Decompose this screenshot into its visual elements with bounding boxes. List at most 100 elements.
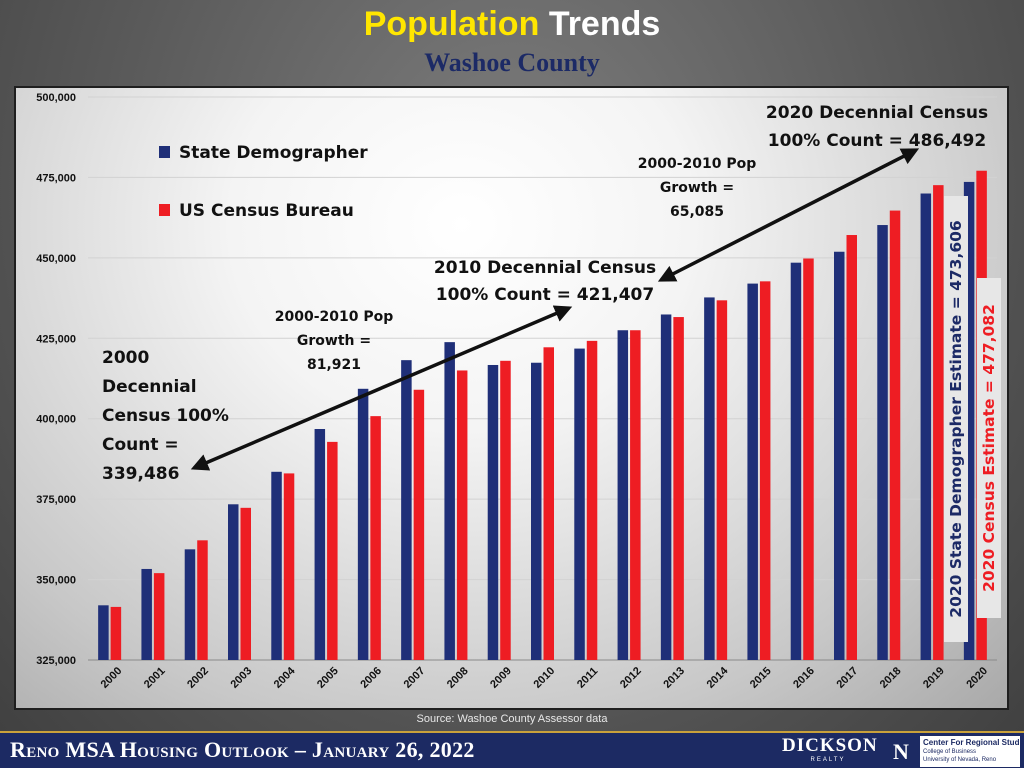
bar-state-demographer-2013 <box>660 314 672 660</box>
x-tick-label: 2011 <box>575 665 600 690</box>
x-tick-label: 2010 <box>531 665 557 691</box>
x-tick-label: 2003 <box>228 665 254 691</box>
annotation-census-2000: 339,486 <box>102 464 179 484</box>
bar-state-demographer-2003 <box>228 504 239 660</box>
population-bar-chart: 325,000 350,000 375,000 400,000 425,000 450,0… <box>36 92 1001 691</box>
x-tick-label: 2000 <box>99 665 125 691</box>
bar-us-census-2003 <box>240 507 251 660</box>
bar-us-census-2012 <box>630 330 641 660</box>
annotation-census-2000: Decennial <box>102 377 197 397</box>
x-tick-label: 2005 <box>315 665 341 691</box>
x-tick-label: 2001 <box>142 665 168 691</box>
x-tick-label: 2006 <box>358 665 384 691</box>
annotation-growth-2: 65,085 <box>670 204 724 220</box>
annotation-growth-1: 81,921 <box>307 357 361 373</box>
crs-logo-line2: College of Business <box>923 749 977 755</box>
bar-us-census-2013 <box>673 317 684 660</box>
bar-state-demographer-2016 <box>790 262 802 660</box>
footer-title: Reno MSA Housing Outlook – January 26, 2… <box>10 737 475 762</box>
bar-state-demographer-2018 <box>877 225 888 660</box>
bar-us-census-2006 <box>370 416 381 660</box>
chart-panel: 325,000 350,000 375,000 400,000 425,000 450,0… <box>14 86 1009 710</box>
y-tick-label: 375,000 <box>36 494 76 506</box>
unr-logo-icon: N <box>893 739 909 764</box>
y-tick-label: 450,000 <box>36 253 76 265</box>
bar-state-demographer-2007 <box>401 360 412 660</box>
bar-us-census-2005 <box>327 441 338 660</box>
annotation-growth-2: 2000-2010 Pop <box>638 156 757 172</box>
legend-label: State Demographer <box>179 143 368 163</box>
bar-state-demographer-2011 <box>574 348 585 660</box>
bar-state-demographer-2020 <box>963 181 975 660</box>
annotation-census-2010: 100% Count = 421,407 <box>436 285 654 305</box>
bar-us-census-2000 <box>110 606 122 660</box>
x-tick-label: 2018 <box>878 665 904 691</box>
bar-us-census-2011 <box>586 340 598 660</box>
bar-state-demographer-2002 <box>184 549 196 660</box>
annotation-census-2020: 100% Count = 486,492 <box>768 131 986 151</box>
annotation-census-estimate-2020: 2020 Census Estimate = 477,082 <box>980 304 998 592</box>
footer-bar: Reno MSA Housing Outlook – January 26, 2… <box>0 731 1024 768</box>
bar-state-demographer-2010 <box>531 362 542 660</box>
legend-swatch <box>159 204 170 216</box>
y-tick-label: 425,000 <box>36 333 76 345</box>
bar-state-demographer-2005 <box>314 429 326 660</box>
bar-state-demographer-2017 <box>834 251 845 660</box>
annotation-census-2020: 2020 Decennial Census <box>766 103 988 123</box>
source-note: Source: Washoe County Assessor data <box>416 713 608 725</box>
bar-state-demographer-2008 <box>444 342 455 660</box>
bar-us-census-2007 <box>413 389 425 660</box>
y-tick-label: 350,000 <box>36 575 76 587</box>
bar-state-demographer-2006 <box>357 388 369 660</box>
title-word-population: Population <box>363 5 540 43</box>
annotation-state-estimate-2020: 2020 State Demographer Estimate = 473,60… <box>947 220 965 617</box>
bar-state-demographer-2019 <box>920 193 932 660</box>
arrow-2000-2010 <box>190 305 573 471</box>
x-tick-label: 2007 <box>402 665 428 691</box>
bar-state-demographer-2009 <box>487 364 499 660</box>
annotation-growth-1: Growth = <box>297 333 371 349</box>
annotation-census-2010: 2010 Decennial Census <box>434 258 656 278</box>
dickson-logo-sub: REALTY <box>810 757 846 763</box>
state-estimate-label-backdrop <box>944 196 968 642</box>
annotation-growth-1: 2000-2010 Pop <box>275 309 394 325</box>
slide-subtitle: Washoe County <box>424 48 600 77</box>
legend-swatch <box>159 146 170 158</box>
x-tick-label: 2019 <box>921 665 947 691</box>
annotation-census-2000: Count = <box>102 435 179 455</box>
x-tick-label: 2008 <box>445 665 471 691</box>
dickson-realty-logo: DICKSON REALTY <box>782 736 877 764</box>
bar-us-census-2002 <box>197 540 208 660</box>
bar-us-census-2018 <box>889 210 901 661</box>
bar-us-census-2009 <box>500 360 511 660</box>
bar-us-census-2001 <box>153 573 165 660</box>
y-tick-label: 325,000 <box>36 655 76 667</box>
x-tick-label: 2009 <box>488 665 514 691</box>
bar-state-demographer-2015 <box>747 283 758 660</box>
bar-state-demographer-2004 <box>271 471 282 660</box>
census-estimate-label-backdrop <box>977 278 1001 618</box>
y-tick-label: 475,000 <box>36 172 76 184</box>
bar-state-demographer-2001 <box>141 568 152 660</box>
x-tick-label: 2020 <box>964 665 990 691</box>
x-tick-label: 2017 <box>834 665 860 691</box>
x-tick-label: 2015 <box>748 665 774 691</box>
bar-us-census-2016 <box>803 258 814 660</box>
annotation-growth-2: Growth = <box>660 180 734 196</box>
bar-us-census-2015 <box>759 281 771 660</box>
bar-us-census-2017 <box>846 235 857 660</box>
bar-us-census-2014 <box>716 300 728 660</box>
title-word-trends: Trends <box>548 5 661 43</box>
x-tick-label: 2014 <box>705 664 731 690</box>
crs-logo: Center For Regional Studies College of B… <box>920 736 1024 767</box>
bar-us-census-2019 <box>933 185 944 660</box>
bar-state-demographer-2012 <box>617 330 629 660</box>
y-tick-label: 500,000 <box>36 92 76 104</box>
slide-title: Population Trends <box>0 4 1024 44</box>
x-tick-label: 2013 <box>661 665 687 691</box>
x-tick-label: 2004 <box>272 664 298 690</box>
crs-logo-line3: University of Nevada, Reno <box>923 757 997 763</box>
x-tick-label: 2012 <box>618 665 644 691</box>
annotation-census-2000: 2000 <box>102 348 149 368</box>
arrow-2010-2020 <box>657 148 920 282</box>
